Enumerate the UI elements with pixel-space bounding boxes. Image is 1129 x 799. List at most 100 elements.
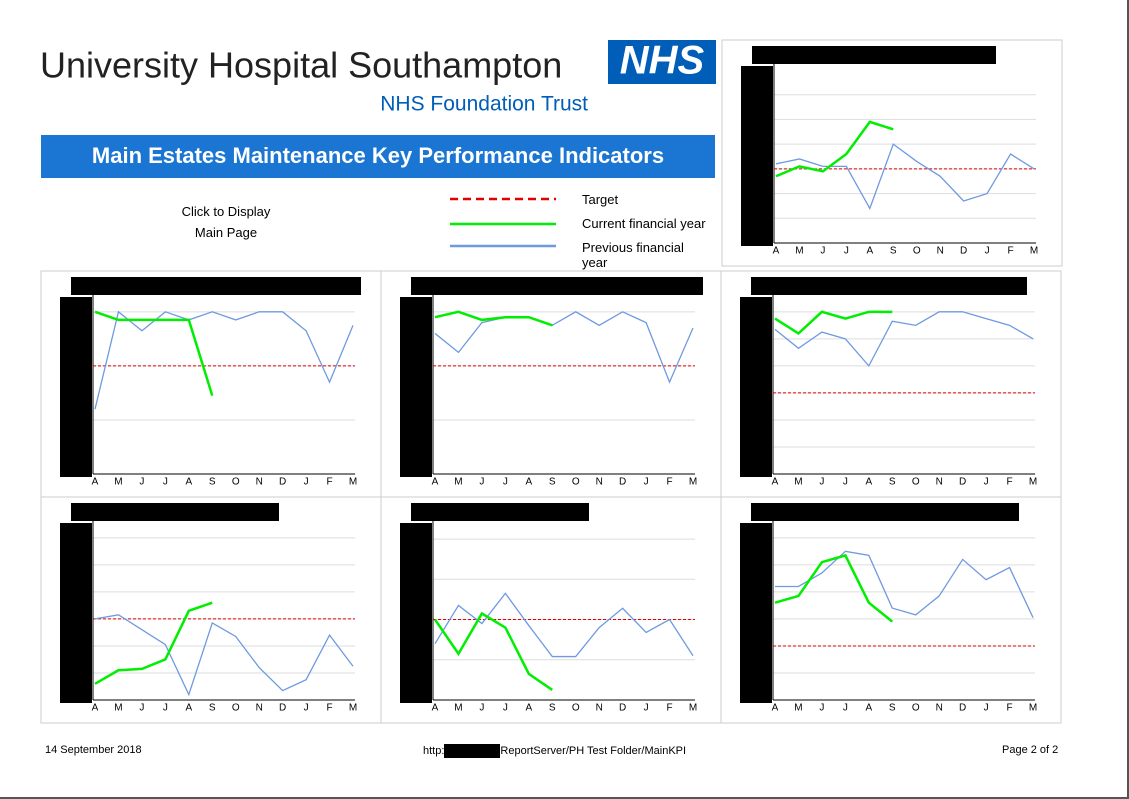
redaction bbox=[400, 297, 432, 477]
redaction bbox=[752, 46, 996, 64]
x-tick-label: D bbox=[959, 703, 966, 714]
legend-current-label: Current financial year bbox=[582, 216, 706, 231]
redaction bbox=[411, 503, 589, 521]
redaction bbox=[741, 66, 773, 246]
x-tick-label: J bbox=[304, 477, 309, 488]
x-tick-label: M bbox=[349, 477, 357, 488]
organisation-name: University Hospital Southampton bbox=[40, 45, 562, 86]
x-tick-label: O bbox=[232, 703, 240, 714]
x-tick-label: J bbox=[984, 477, 989, 488]
current-line bbox=[94, 601, 213, 685]
previous-line bbox=[434, 592, 694, 658]
url-suffix: ReportServer/PH Test Folder/MainKPI bbox=[500, 744, 687, 757]
x-tick-label: S bbox=[209, 477, 216, 488]
redaction bbox=[71, 503, 279, 521]
x-tick-label: J bbox=[819, 703, 824, 714]
x-tick-label: A bbox=[432, 703, 439, 714]
x-tick-label: M bbox=[454, 703, 462, 714]
x-tick-label: F bbox=[1007, 246, 1013, 257]
current-line bbox=[433, 611, 553, 691]
current-line bbox=[434, 310, 553, 327]
x-tick-label: J bbox=[985, 246, 990, 257]
x-tick-label: O bbox=[232, 477, 240, 488]
x-tick-label: A bbox=[92, 477, 99, 488]
x-tick-label: M bbox=[1030, 246, 1038, 257]
x-tick-label: J bbox=[644, 477, 649, 488]
x-tick-label: S bbox=[549, 477, 556, 488]
redaction bbox=[751, 503, 1019, 521]
x-tick-label: M bbox=[114, 703, 122, 714]
footer-page: Page 2 of 2 bbox=[1002, 744, 1059, 756]
x-tick-label: J bbox=[304, 703, 309, 714]
x-tick-label: A bbox=[773, 246, 780, 257]
x-tick-label: N bbox=[936, 477, 943, 488]
x-tick-label: O bbox=[912, 703, 920, 714]
x-tick-label: N bbox=[937, 246, 944, 257]
x-tick-label: J bbox=[843, 703, 848, 714]
x-tick-label: N bbox=[256, 703, 263, 714]
x-tick-label: J bbox=[819, 477, 824, 488]
x-tick-label: A bbox=[525, 703, 532, 714]
x-tick-label: J bbox=[820, 246, 825, 257]
x-tick-label: N bbox=[596, 703, 603, 714]
legend-target-label: Target bbox=[582, 192, 619, 207]
x-tick-label: D bbox=[279, 703, 286, 714]
current-line bbox=[774, 310, 893, 336]
x-tick-label: J bbox=[139, 703, 144, 714]
redaction bbox=[400, 523, 432, 703]
footer-url: http: ReportServer/PH Test Folder/MainKPI bbox=[423, 744, 686, 758]
x-tick-label: F bbox=[326, 477, 332, 488]
x-tick-label: A bbox=[185, 703, 192, 714]
x-tick-label: A bbox=[865, 477, 872, 488]
banner-title: Main Estates Maintenance Key Performance… bbox=[92, 143, 664, 168]
current-line bbox=[94, 310, 214, 396]
nhs-logo-box bbox=[608, 40, 716, 84]
x-tick-label: A bbox=[92, 703, 99, 714]
x-tick-label: D bbox=[960, 246, 967, 257]
previous-line bbox=[775, 550, 1034, 618]
current-line bbox=[774, 553, 894, 623]
previous-line bbox=[94, 614, 354, 697]
nhs-logo: NHS bbox=[620, 39, 705, 83]
banner bbox=[41, 135, 715, 178]
x-tick-label: F bbox=[326, 703, 332, 714]
redaction bbox=[411, 277, 703, 295]
x-tick-label: J bbox=[844, 246, 849, 257]
chart-frame bbox=[720, 496, 1062, 724]
x-tick-label: O bbox=[572, 477, 580, 488]
x-tick-label: N bbox=[596, 477, 603, 488]
url-prefix: http: bbox=[423, 744, 445, 757]
legend-previous-label: Previous financial year bbox=[582, 240, 684, 270]
x-tick-label: S bbox=[549, 703, 556, 714]
x-tick-label: J bbox=[503, 477, 508, 488]
x-tick-label: J bbox=[163, 477, 168, 488]
x-tick-label: J bbox=[139, 477, 144, 488]
trust-name: NHS Foundation Trust bbox=[380, 93, 588, 116]
x-tick-label: M bbox=[689, 703, 697, 714]
redaction bbox=[740, 297, 772, 477]
x-tick-label: J bbox=[479, 703, 484, 714]
previous-line bbox=[775, 143, 1035, 210]
x-tick-label: A bbox=[772, 477, 779, 488]
x-tick-label: M bbox=[349, 703, 357, 714]
x-tick-label: O bbox=[572, 703, 580, 714]
current-line bbox=[775, 120, 894, 178]
x-tick-label: J bbox=[644, 703, 649, 714]
x-tick-label: D bbox=[279, 477, 286, 488]
x-tick-label: D bbox=[619, 477, 626, 488]
x-tick-label: F bbox=[666, 703, 672, 714]
redaction bbox=[751, 277, 1027, 295]
redaction bbox=[60, 523, 92, 703]
x-tick-label: O bbox=[912, 477, 920, 488]
previous-line bbox=[774, 311, 1034, 368]
x-tick-label: F bbox=[666, 477, 672, 488]
footer-date: 14 September 2018 bbox=[45, 744, 142, 756]
x-tick-label: J bbox=[843, 477, 848, 488]
x-tick-label: A bbox=[432, 477, 439, 488]
chart-frame bbox=[721, 39, 1063, 267]
main-page-link[interactable]: Click to Display Main Page bbox=[181, 204, 271, 240]
x-tick-label: S bbox=[890, 246, 897, 257]
redaction bbox=[60, 297, 92, 477]
x-tick-label: J bbox=[163, 703, 168, 714]
